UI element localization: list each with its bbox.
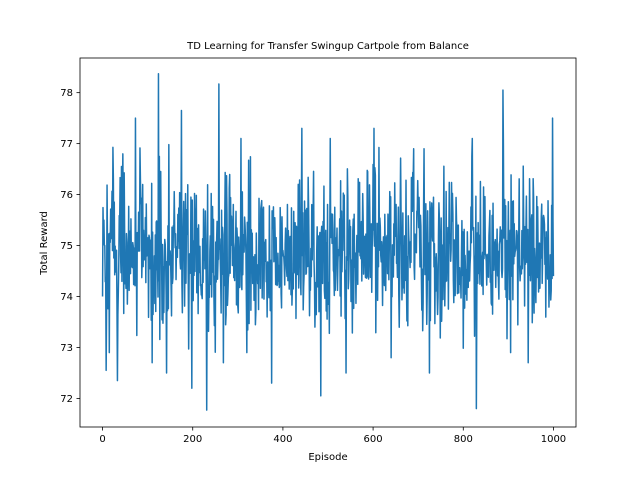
- x-tick-label: 0: [99, 434, 105, 445]
- x-tick-label: 800: [454, 434, 473, 445]
- y-tick-label: 76: [60, 190, 73, 201]
- x-axis: 0 200 400 600 800 1000: [99, 427, 566, 445]
- y-axis-label: Total Reward: [39, 211, 50, 276]
- x-tick-label: 400: [273, 434, 292, 445]
- chart-title: TD Learning for Transfer Swingup Cartpol…: [186, 41, 469, 52]
- x-tick-label: 1000: [541, 434, 566, 445]
- x-axis-label: Episode: [308, 452, 347, 463]
- y-tick-label: 75: [60, 241, 73, 252]
- x-tick-label: 200: [183, 434, 202, 445]
- series-line: [101, 73, 555, 411]
- y-tick-label: 74: [60, 292, 73, 303]
- x-tick-label: 600: [364, 434, 383, 445]
- y-axis: 72 73 74 75 76 77 78: [60, 88, 80, 405]
- y-tick-label: 78: [60, 88, 73, 99]
- axes-frame: [79, 57, 577, 428]
- y-tick-label: 73: [60, 343, 73, 354]
- plot-area: [101, 73, 555, 411]
- y-tick-label: 77: [60, 139, 73, 150]
- y-tick-label: 72: [60, 394, 73, 405]
